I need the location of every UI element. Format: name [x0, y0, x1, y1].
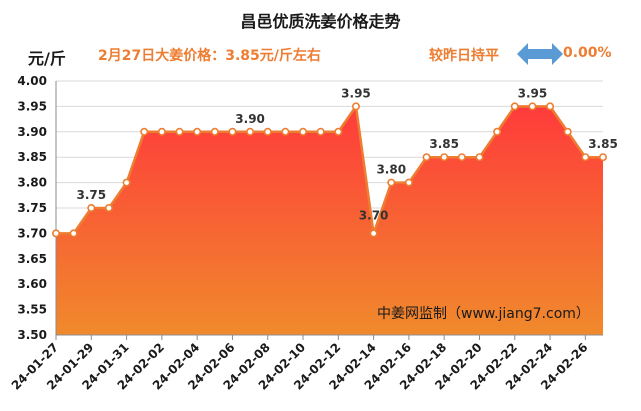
data-point	[299, 127, 308, 136]
data-point	[104, 204, 113, 213]
y-tick-label: 3.60	[17, 277, 47, 291]
data-point	[140, 127, 149, 136]
data-point	[598, 153, 607, 162]
y-tick-label: 3.90	[17, 125, 47, 139]
change-percent: 0.00%	[563, 45, 612, 61]
price-area	[56, 106, 603, 336]
data-point	[369, 229, 378, 238]
data-label: 3.75	[76, 188, 106, 202]
data-point	[528, 102, 537, 111]
chart-title: 昌邑优质洗姜价格走势	[240, 12, 401, 31]
y-tick-label: 3.95	[17, 99, 47, 113]
data-label: 3.80	[376, 163, 406, 177]
data-point	[404, 178, 413, 187]
data-point	[387, 178, 396, 187]
data-point	[440, 153, 449, 162]
price-headline: 2月27日大姜价格：3.85元/斤左右	[98, 48, 321, 64]
data-point	[581, 153, 590, 162]
data-point	[157, 127, 166, 136]
y-unit-label: 元/斤	[28, 49, 66, 68]
data-label: 3.85	[588, 137, 618, 151]
data-label: 3.95	[341, 86, 371, 100]
y-tick-label: 3.80	[17, 176, 47, 190]
data-label: 3.85	[429, 137, 459, 151]
data-point	[69, 229, 78, 238]
data-point	[475, 153, 484, 162]
data-point	[281, 127, 290, 136]
data-point	[87, 204, 96, 213]
y-tick-label: 3.50	[17, 328, 47, 342]
data-label: 3.90	[235, 112, 265, 126]
y-tick-label: 4.00	[17, 74, 47, 88]
data-point	[175, 127, 184, 136]
data-point	[510, 102, 519, 111]
data-point	[546, 102, 555, 111]
compare-label: 较昨日持平	[429, 48, 499, 64]
data-point	[193, 127, 202, 136]
y-tick-label: 3.70	[17, 226, 47, 240]
data-point	[51, 229, 60, 238]
data-point	[563, 127, 572, 136]
data-point	[493, 127, 502, 136]
data-point	[334, 127, 343, 136]
data-point	[316, 127, 325, 136]
data-point	[351, 102, 360, 111]
data-label: 3.95	[518, 86, 548, 100]
data-point	[210, 127, 219, 136]
data-point	[246, 127, 255, 136]
watermark: 中姜网监制（www.jiang7.com）	[377, 306, 590, 322]
data-label: 3.70	[359, 208, 389, 222]
y-tick-label: 3.75	[17, 201, 47, 215]
chart-axes	[55, 81, 603, 340]
data-point	[457, 153, 466, 162]
y-tick-label: 3.55	[17, 303, 47, 317]
y-tick-label: 3.85	[17, 150, 47, 164]
data-point	[422, 153, 431, 162]
data-point	[228, 127, 237, 136]
data-point	[263, 127, 272, 136]
double-arrow-icon	[517, 43, 563, 65]
y-tick-label: 3.65	[17, 252, 47, 266]
data-point	[122, 178, 131, 187]
